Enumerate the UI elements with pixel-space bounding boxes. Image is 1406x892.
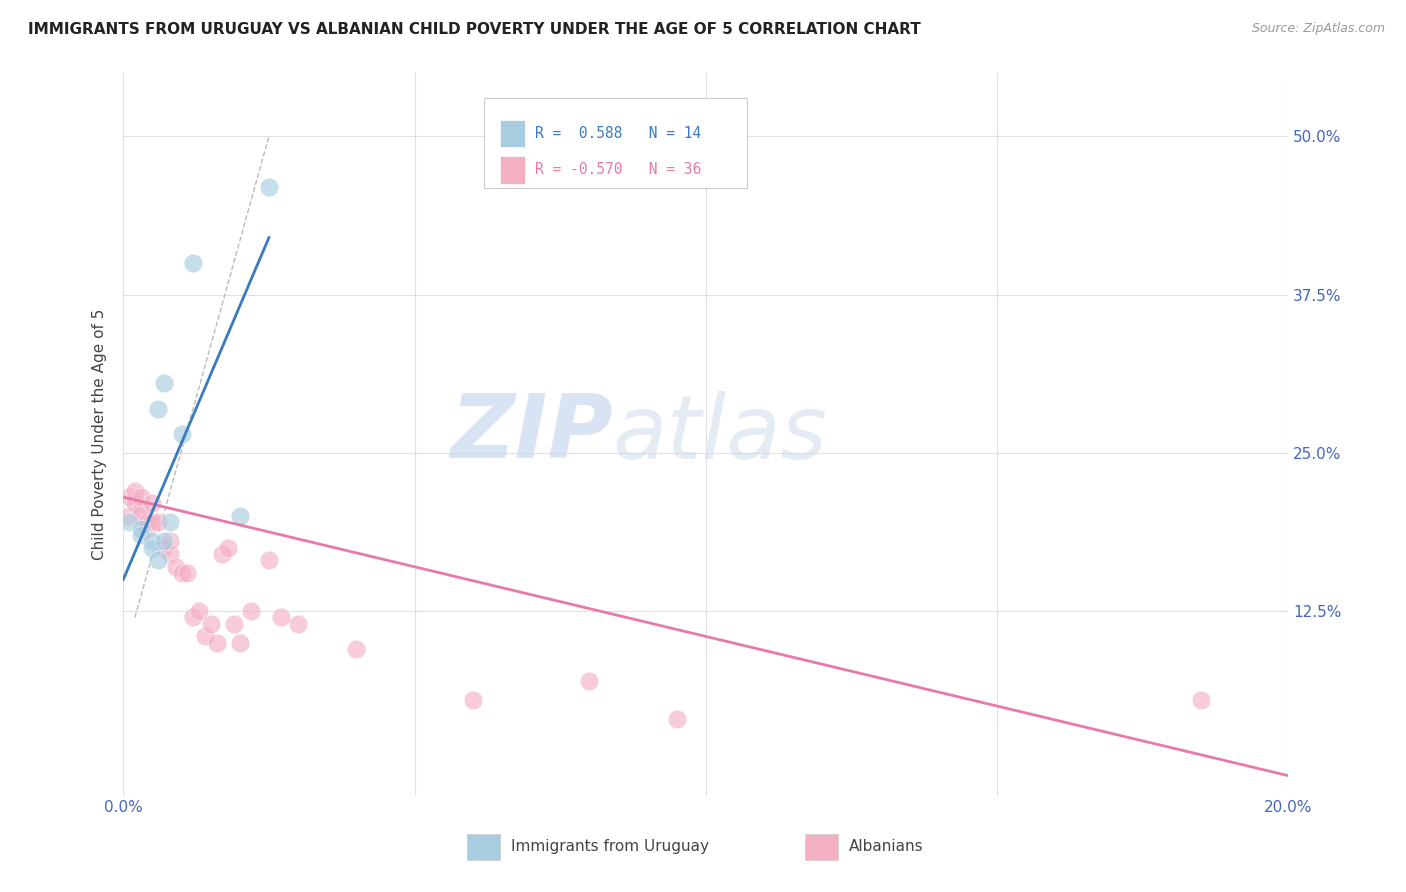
Point [118,490,141,504]
Bar [804,834,838,860]
Point [141,496,163,510]
Point [665,712,688,726]
Point [217,541,239,555]
Point [270,610,292,624]
Point [200,616,222,631]
Point [129,503,152,517]
Point [135,522,157,536]
Point [135,516,157,530]
Point [129,490,152,504]
FancyBboxPatch shape [485,98,747,188]
Text: R =  0.588   N = 14: R = 0.588 N = 14 [534,126,700,141]
Text: Albanians: Albanians [849,839,924,855]
Point [1189,692,1212,706]
Point [159,516,181,530]
Point [141,516,163,530]
Point [141,541,163,555]
Point [188,604,211,618]
Point [129,528,152,542]
Point [159,534,181,549]
Point [129,509,152,524]
Point [240,604,263,618]
Text: R = -0.570   N = 36: R = -0.570 N = 36 [534,162,700,178]
Point [118,509,141,524]
Bar [467,834,499,860]
Point [124,496,146,510]
Text: Immigrants from Uruguay: Immigrants from Uruguay [512,839,709,855]
Point [578,673,600,688]
Point [129,522,152,536]
Point [205,636,228,650]
Point [153,541,176,555]
Bar [499,156,526,184]
Point [257,553,280,567]
Point [165,559,187,574]
Bar [499,120,526,147]
Point [176,566,198,581]
Point [194,629,217,643]
Point [229,636,252,650]
Text: ZIP: ZIP [450,391,613,477]
Point [222,616,245,631]
Point [229,509,252,524]
Text: atlas: atlas [613,391,828,477]
Point [170,426,193,441]
Point [211,547,233,561]
Point [141,534,163,549]
Y-axis label: Child Poverty Under the Age of 5: Child Poverty Under the Age of 5 [93,308,107,559]
Point [148,553,170,567]
Point [148,516,170,530]
Point [181,256,204,270]
Point [287,616,309,631]
Text: Source: ZipAtlas.com: Source: ZipAtlas.com [1251,22,1385,36]
Point [148,401,170,416]
Point [344,642,367,657]
Point [461,692,484,706]
Point [159,547,181,561]
Point [257,180,280,194]
Point [118,516,141,530]
Point [170,566,193,581]
Text: IMMIGRANTS FROM URUGUAY VS ALBANIAN CHILD POVERTY UNDER THE AGE OF 5 CORRELATION: IMMIGRANTS FROM URUGUAY VS ALBANIAN CHIL… [28,22,921,37]
Point [124,483,146,498]
Point [153,534,176,549]
Point [181,610,204,624]
Point [153,376,176,391]
